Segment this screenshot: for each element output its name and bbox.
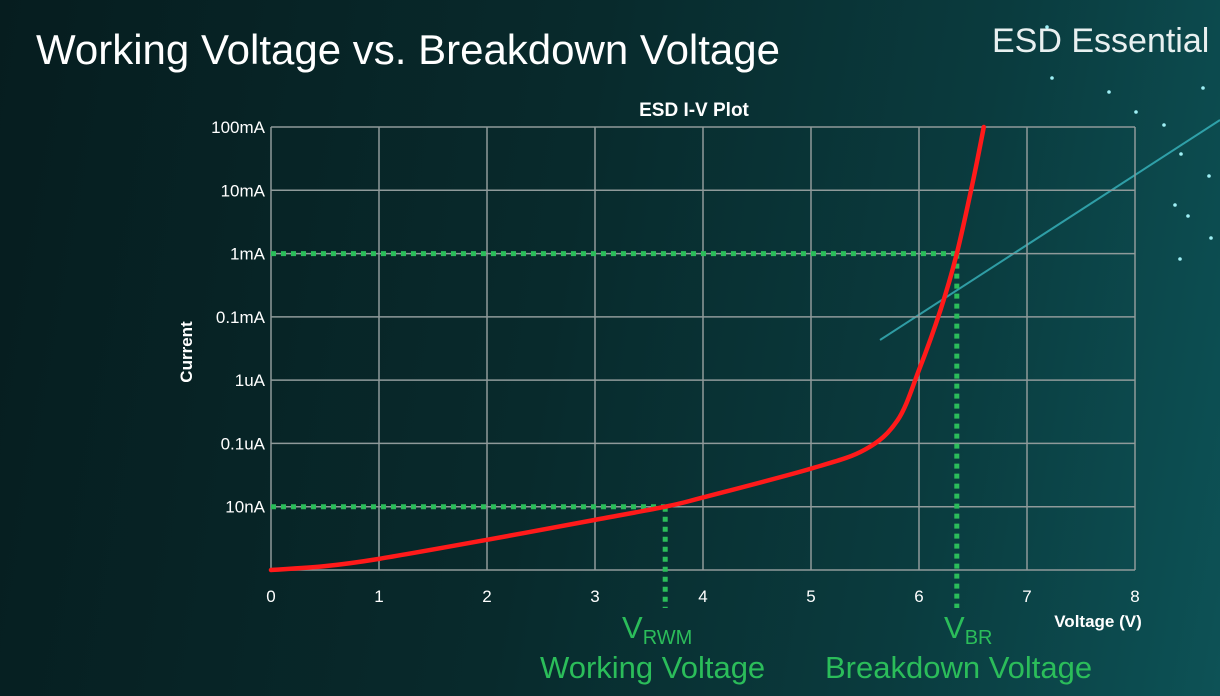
decorative-star	[1179, 152, 1183, 156]
x-tick-label: 7	[1022, 587, 1031, 606]
decorative-star	[1201, 86, 1205, 90]
brand-logo-text: ESD Essential	[992, 22, 1210, 60]
decorative-star	[1107, 90, 1111, 94]
decorative-light-streak	[879, 119, 1220, 341]
y-axis-label: Current	[177, 321, 196, 383]
y-tick-label: 0.1mA	[216, 308, 266, 327]
vbr-v: V	[944, 610, 965, 645]
decorative-star	[1209, 236, 1213, 240]
decorative-star	[1050, 76, 1054, 80]
decorative-star	[1186, 214, 1190, 218]
vrwm-subscript: RWM	[642, 627, 693, 649]
y-tick-label: 100mA	[211, 118, 266, 137]
x-tick-label: 2	[482, 587, 491, 606]
x-axis-label: Voltage (V)	[1054, 612, 1142, 631]
chart-title: ESD I-V Plot	[639, 100, 749, 121]
x-tick-label: 6	[914, 587, 923, 606]
vbr-symbol: VBR	[944, 610, 992, 650]
decorative-star	[1045, 25, 1049, 29]
vbr-subscript: BR	[964, 627, 993, 649]
vrwm-symbol: VRWM	[622, 610, 692, 650]
decorative-star	[1178, 257, 1182, 261]
decorative-star	[1173, 203, 1177, 207]
x-tick-label: 4	[698, 587, 707, 606]
x-tick-label: 0	[266, 587, 275, 606]
vrwm-v: V	[622, 610, 643, 645]
y-tick-label: 1mA	[230, 245, 266, 264]
y-tick-label: 0.1uA	[221, 434, 266, 453]
iv-curve	[268, 124, 987, 573]
vrwm-label: Working Voltage	[540, 650, 766, 685]
y-tick-label: 1uA	[235, 371, 266, 390]
slide-title: Working Voltage vs. Breakdown Voltage	[36, 26, 781, 73]
x-tick-label: 8	[1130, 587, 1139, 606]
x-tick-label: 1	[374, 587, 383, 606]
vbr-label: Breakdown Voltage	[825, 650, 1093, 685]
y-tick-label: 10mA	[221, 181, 266, 200]
x-tick-label: 5	[806, 587, 815, 606]
decorative-star	[1134, 110, 1138, 114]
x-tick-label: 3	[590, 587, 599, 606]
y-tick-label: 10nA	[225, 498, 265, 517]
decorative-star	[1162, 123, 1166, 127]
decorative-star	[1207, 174, 1211, 178]
